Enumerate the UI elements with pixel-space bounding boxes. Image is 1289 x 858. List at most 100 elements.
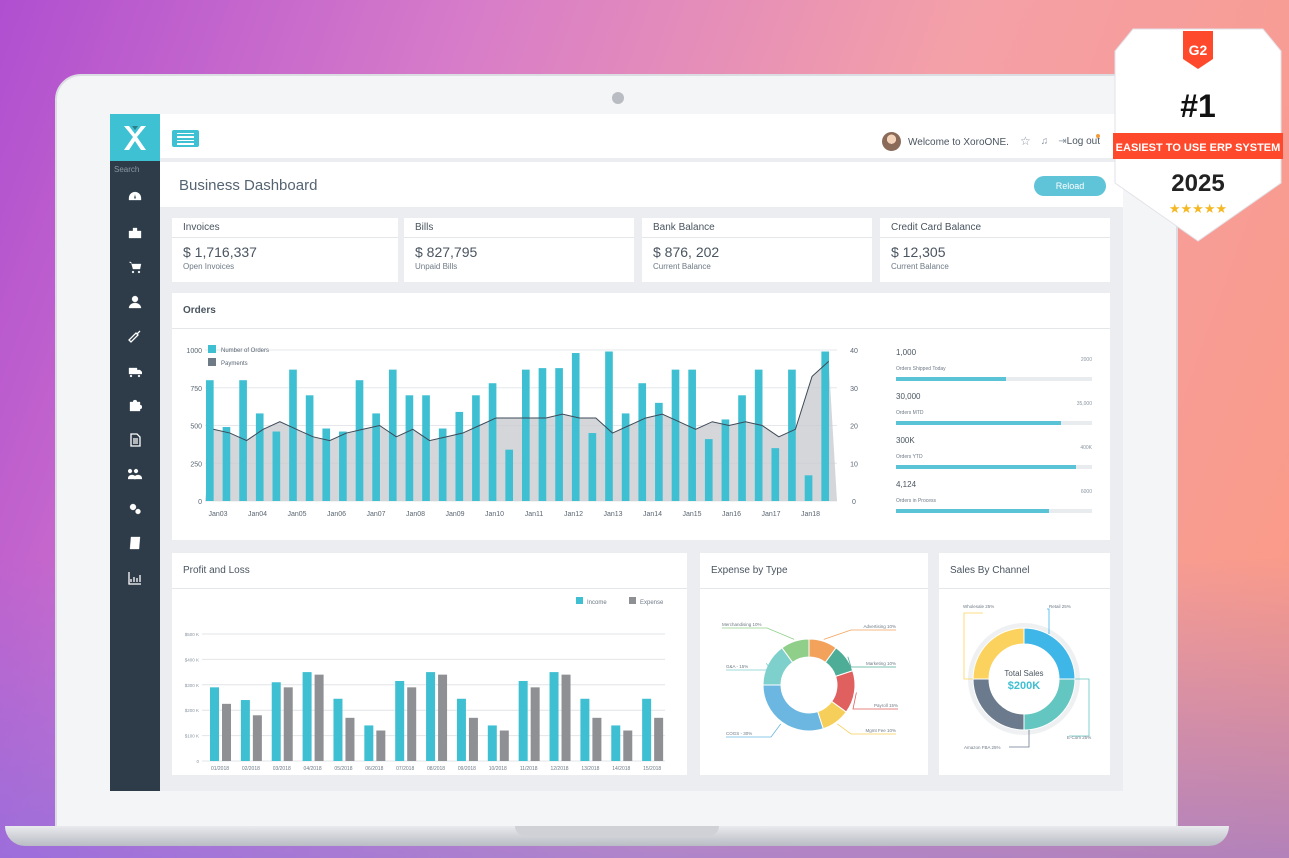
sidebar-item-cart[interactable] (110, 250, 160, 285)
income-bar (580, 698, 590, 761)
badge-ribbon (1105, 133, 1289, 159)
notification-dot (1096, 134, 1100, 138)
profit-loss-title: Profit and Loss (172, 553, 687, 589)
sidebar-item-user[interactable] (110, 285, 160, 320)
star-icon[interactable]: ☆ (1020, 134, 1031, 148)
stat-progress-track (896, 421, 1092, 425)
sidebar-item-book[interactable] (110, 526, 160, 561)
badge-year: 2025 (1171, 170, 1224, 197)
income-bar (487, 725, 497, 761)
sidebar-item-puzzle[interactable] (110, 388, 160, 423)
sales-donut-chart: Total Sales $200K Retail 25% E-Com 25% Amazo… (963, 604, 1091, 750)
donut-leader-line (726, 662, 772, 671)
income-bar (364, 725, 374, 761)
orders-bar (571, 353, 580, 501)
stat-max: 6000 (1080, 489, 1092, 495)
legend-label: Expense (640, 600, 664, 606)
x-tick-label: Jan08 (406, 511, 425, 518)
income-bar (549, 672, 559, 761)
donut-leader-line (1047, 608, 1050, 634)
orders-bar (671, 369, 680, 501)
y-tick-label: $200 K (185, 708, 199, 713)
sidebar-item-gears[interactable] (110, 492, 160, 527)
sidebar-item-users[interactable] (110, 457, 160, 492)
orders-bar (821, 351, 830, 501)
dashboard-icon (128, 192, 142, 201)
donut-slice (781, 638, 810, 664)
x-tick-label: Jan13 (603, 511, 622, 518)
expense-bar (623, 730, 633, 761)
y-tick-label: 1000 (186, 348, 202, 355)
orders-bar (438, 428, 447, 501)
sidebar-search[interactable]: Search (114, 165, 140, 174)
x-tick-label: 11/2018 (520, 766, 538, 772)
x-tick-label: 07/2018 (396, 766, 414, 772)
stat-progress-fill (896, 465, 1077, 469)
sidebar-item-truck[interactable] (110, 354, 160, 389)
expense-bar (314, 674, 324, 761)
legend-swatch-orders (208, 345, 216, 353)
orders-bar (588, 433, 597, 501)
wrench-icon (128, 330, 141, 344)
xoro-logo[interactable] (110, 114, 160, 161)
orders-bar (505, 449, 514, 501)
donut-leader-line (823, 629, 896, 640)
orders-bar (655, 402, 663, 501)
x-tick-label: 14/2018 (612, 766, 630, 772)
income-bar (210, 687, 219, 761)
y2-tick-label: 20 (850, 424, 858, 431)
bell-icon[interactable]: ♫ (1040, 135, 1049, 147)
truck-icon (128, 367, 142, 377)
stat-progress-track (896, 377, 1092, 381)
sidebar-item-document[interactable] (110, 423, 160, 458)
kpi-card-bank-balance[interactable]: Bank Balance $ 876, 202 Current Balance (642, 218, 872, 282)
sidebar-item-dashboard[interactable] (110, 181, 160, 216)
orders-bar (222, 427, 231, 501)
x-tick-label: Jan11 (525, 511, 544, 518)
donut-leader-line (726, 723, 782, 738)
x-tick-label: 08/2018 (427, 766, 445, 772)
sidebar-item-report-chart[interactable] (110, 561, 160, 596)
user-avatar[interactable] (882, 132, 901, 151)
logout-label: Log out (1066, 135, 1101, 147)
badge-ribbon-text: EASIEST TO USE ERP SYSTEM (1116, 142, 1281, 154)
users-icon (128, 469, 142, 480)
payments-line (213, 360, 830, 442)
y2-tick-label: 10 (850, 461, 858, 468)
orders-stat: 1,000 Orders Shipped Today 2000 (896, 348, 1092, 381)
donut-leader-line (1069, 678, 1090, 737)
x-tick-label: 13/2018 (581, 766, 599, 772)
x-tick-label: 12/2018 (550, 766, 568, 772)
expense-bar (252, 715, 262, 761)
x-tick-label: Jan12 (564, 511, 583, 518)
logout-icon: ⇥ (1058, 135, 1067, 147)
x-tick-label: 10/2018 (489, 766, 507, 772)
orders-chart: 0 250 500 750 1000 0 10 20 30 40 Jan03 Jan04 Jan05 Ja… (186, 345, 858, 518)
orders-bar (339, 431, 347, 501)
y-tick-label: 250 (190, 461, 202, 468)
expense-bar (592, 717, 602, 761)
x-tick-label: 15/2018 (643, 766, 661, 772)
sidebar-item-briefcase[interactable] (110, 216, 160, 251)
y-tick-label: $100 K (185, 734, 199, 739)
x-tick-label: Jan03 (208, 511, 227, 518)
y-tick-label: 0 (196, 759, 199, 764)
menu-toggle-button[interactable] (172, 130, 199, 147)
expense-title: Expense by Type (700, 553, 928, 589)
x-tick-label: 03/2018 (273, 766, 291, 772)
kpi-title: Invoices (172, 218, 398, 238)
kpi-card-bills[interactable]: Bills $ 827,795 Unpaid Bills (404, 218, 634, 282)
laptop-base (5, 826, 1229, 846)
expense-bar (468, 717, 478, 761)
y-tick-label: $400 K (185, 657, 199, 662)
puzzle-icon (129, 400, 142, 412)
kpi-card-credit-card[interactable]: Credit Card Balance $ 12,305 Current Bal… (880, 218, 1110, 282)
report-chart-icon (128, 571, 141, 585)
reload-button[interactable]: Reload (1034, 176, 1106, 196)
orders-stat: 300K Orders YTD 400K (896, 436, 1092, 469)
kpi-card-invoices[interactable]: Invoices $ 1,716,337 Open Invoices (172, 218, 398, 282)
book-icon (129, 537, 141, 550)
donut-slice-label: Wholesale 25% (963, 604, 994, 609)
sidebar-item-wrench[interactable] (110, 319, 160, 354)
logout-link[interactable]: ⇥Log out (1058, 136, 1100, 147)
